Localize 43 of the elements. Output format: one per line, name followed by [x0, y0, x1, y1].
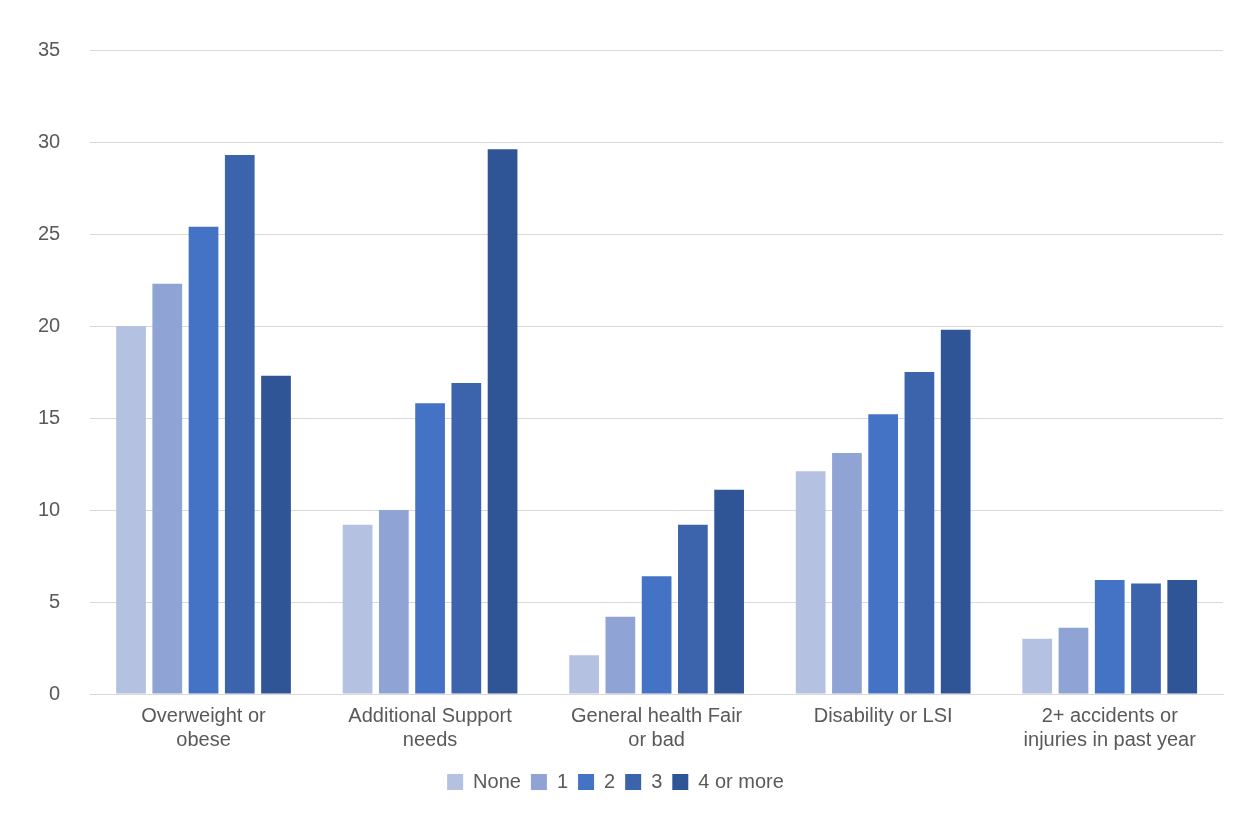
bar — [795, 471, 826, 694]
legend-label: 1 — [556, 769, 569, 792]
bar — [1058, 627, 1089, 694]
bar — [678, 524, 708, 694]
bar — [605, 616, 636, 694]
bar — [342, 524, 373, 694]
bar — [1167, 579, 1198, 694]
legend-label: 4 or more — [698, 769, 784, 792]
x-tick-label: General health Fair or bad — [571, 703, 743, 750]
bar — [487, 149, 518, 694]
y-tick-label: 15 — [38, 405, 61, 428]
bar — [569, 655, 599, 694]
bar — [904, 372, 935, 694]
bar — [188, 226, 219, 694]
bar — [832, 452, 862, 694]
y-tick-label: 0 — [49, 681, 61, 704]
legend-label: 3 — [651, 769, 663, 792]
bar — [224, 154, 255, 694]
bar — [261, 375, 291, 694]
bar — [116, 326, 146, 694]
x-tick-label: Disability or LSI — [813, 703, 953, 726]
bar — [868, 414, 899, 694]
bar — [641, 576, 672, 694]
y-tick-label: 10 — [38, 497, 61, 520]
bar — [152, 283, 183, 694]
legend-label: 2 — [604, 769, 616, 792]
legend-label: None — [473, 769, 521, 792]
bar — [415, 403, 445, 694]
bar — [1131, 583, 1161, 694]
bar — [1094, 579, 1125, 694]
bar — [451, 383, 482, 694]
x-tick-label: 2+ accidents or injuries in past year — [1023, 703, 1197, 750]
y-tick-label: 30 — [38, 129, 61, 152]
y-tick-label: 25 — [38, 221, 61, 244]
x-tick-label: Additional Support needs — [348, 703, 513, 750]
x-tick-label: Overweight or obese — [141, 703, 267, 750]
bar — [714, 489, 744, 694]
y-tick-label: 5 — [49, 589, 61, 612]
bar — [378, 510, 409, 694]
bar — [1022, 638, 1053, 694]
y-tick-label: 20 — [38, 313, 61, 336]
y-tick-label: 35 — [38, 37, 61, 60]
bar — [940, 329, 971, 694]
